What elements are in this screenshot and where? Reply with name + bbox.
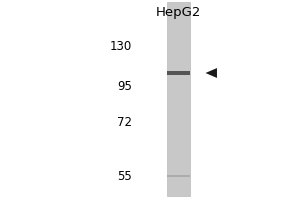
Text: 95: 95 <box>117 80 132 92</box>
Bar <box>167 175 190 177</box>
Text: 55: 55 <box>117 170 132 182</box>
Text: HepG2: HepG2 <box>156 6 201 19</box>
Text: 130: 130 <box>110 40 132 52</box>
Bar <box>167 71 190 75</box>
Text: 72: 72 <box>117 116 132 129</box>
Polygon shape <box>206 68 217 78</box>
Bar <box>167 2 190 196</box>
